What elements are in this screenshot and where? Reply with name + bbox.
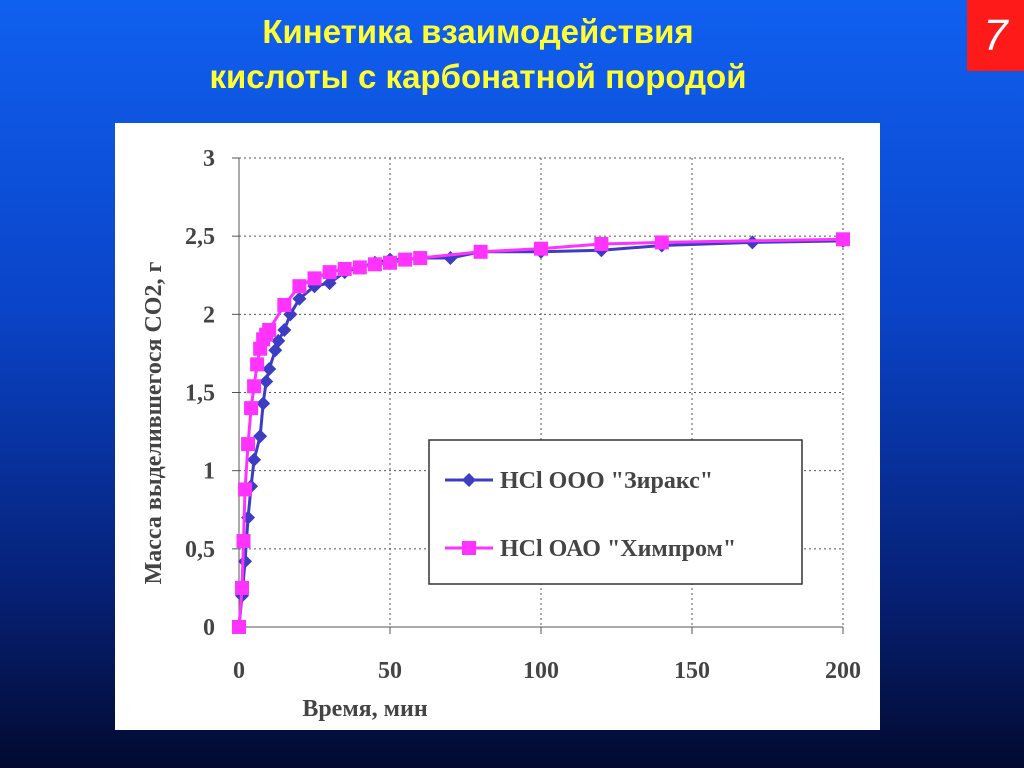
- data-point: [745, 235, 760, 250]
- data-point: [247, 452, 262, 467]
- data-point: [244, 401, 259, 416]
- legend-label: HCl ООО "Зиракс": [500, 468, 713, 494]
- y-tick-label: 1: [203, 459, 215, 485]
- legend-box: [428, 439, 803, 585]
- data-point: [337, 261, 352, 276]
- data-point: [413, 251, 428, 266]
- legend-label: HCl ОАО "Химпром": [500, 536, 736, 562]
- x-tick-label: 150: [674, 658, 710, 684]
- data-point: [262, 322, 277, 337]
- data-point: [534, 241, 548, 256]
- data-point: [277, 322, 292, 337]
- y-tick-label: 2,5: [185, 224, 215, 250]
- x-axis-label: Время, мин: [302, 696, 428, 722]
- y-axis-label: Масса выделившегося СО2, г: [141, 262, 167, 585]
- data-point: [398, 252, 413, 267]
- data-point: [232, 620, 246, 634]
- legend-marker: [462, 541, 476, 555]
- data-point: [594, 236, 609, 251]
- data-point: [277, 297, 292, 312]
- y-tick-label: 0: [203, 615, 215, 641]
- data-point: [262, 362, 277, 377]
- data-point: [307, 271, 322, 286]
- data-point: [236, 534, 251, 549]
- data-point: [352, 260, 367, 275]
- x-tick-label: 0: [233, 658, 245, 684]
- data-point: [247, 379, 262, 394]
- data-point: [383, 255, 397, 270]
- data-point: [292, 279, 307, 294]
- page-number: 7: [967, 0, 1024, 71]
- x-tick-label: 200: [825, 658, 861, 684]
- data-point: [253, 429, 268, 444]
- data-point: [259, 374, 274, 389]
- data-point: [367, 257, 382, 272]
- chart-panel: [115, 123, 880, 730]
- y-tick-label: 3: [203, 146, 215, 172]
- slide-title: Кинетика взаимодействия: [262, 13, 694, 50]
- y-tick-label: 2: [203, 302, 215, 328]
- data-point: [256, 396, 271, 411]
- legend-marker: [462, 473, 476, 487]
- y-tick-label: 1,5: [185, 381, 215, 407]
- data-point: [238, 482, 253, 497]
- data-point: [292, 291, 307, 306]
- data-point: [322, 265, 337, 280]
- chart: Время, мин Масса выделившегося СО2, г 00…: [115, 123, 880, 730]
- data-point: [250, 357, 265, 372]
- data-point: [654, 235, 669, 250]
- data-point: [283, 307, 298, 322]
- slide-title: кислоты с карбонатной породой: [209, 58, 747, 95]
- data-point: [836, 232, 850, 247]
- y-tick-label: 0,5: [185, 537, 215, 563]
- x-tick-label: 50: [378, 658, 402, 684]
- x-tick-label: 100: [523, 658, 559, 684]
- data-point: [271, 333, 286, 348]
- data-point: [322, 276, 337, 291]
- data-point: [473, 244, 488, 259]
- data-point: [241, 437, 256, 452]
- data-point: [235, 580, 250, 595]
